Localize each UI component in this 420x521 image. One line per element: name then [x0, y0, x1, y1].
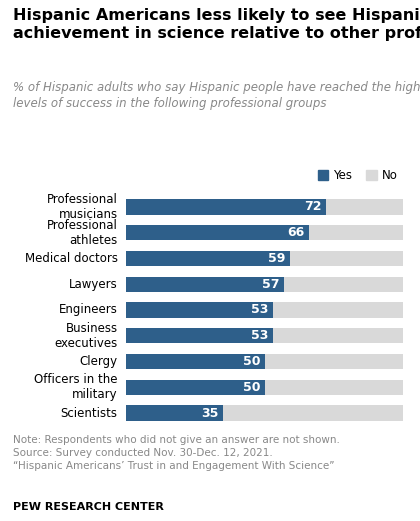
Bar — [126, 405, 223, 421]
Bar — [126, 277, 284, 292]
Bar — [126, 277, 403, 292]
Bar — [126, 328, 273, 343]
Bar — [126, 251, 289, 266]
Legend: Yes, No: Yes, No — [318, 169, 397, 182]
Text: 35: 35 — [202, 406, 219, 419]
Bar — [126, 199, 403, 215]
Text: 53: 53 — [252, 304, 269, 316]
Text: 59: 59 — [268, 252, 286, 265]
Text: PEW RESEARCH CENTER: PEW RESEARCH CENTER — [13, 502, 163, 512]
Text: 66: 66 — [288, 226, 305, 239]
Bar — [126, 225, 309, 240]
Bar — [126, 354, 403, 369]
Bar — [126, 380, 265, 395]
Text: 53: 53 — [252, 329, 269, 342]
Text: % of Hispanic adults who say Hispanic people have reached the highest
levels of : % of Hispanic adults who say Hispanic pe… — [13, 81, 420, 110]
Bar — [126, 302, 403, 318]
Text: Note: Respondents who did not give an answer are not shown.
Source: Survey condu: Note: Respondents who did not give an an… — [13, 435, 339, 472]
Text: 50: 50 — [243, 355, 260, 368]
Bar — [126, 199, 326, 215]
Bar — [126, 354, 265, 369]
Text: 57: 57 — [262, 278, 280, 291]
Text: Hispanic Americans less likely to see Hispanic
achievement in science relative t: Hispanic Americans less likely to see Hi… — [13, 8, 420, 41]
Bar — [126, 380, 403, 395]
Bar — [126, 328, 403, 343]
Bar — [126, 251, 403, 266]
Text: 72: 72 — [304, 201, 321, 214]
Bar — [126, 225, 403, 240]
Bar — [126, 405, 403, 421]
Bar — [126, 302, 273, 318]
Text: 50: 50 — [243, 381, 260, 394]
